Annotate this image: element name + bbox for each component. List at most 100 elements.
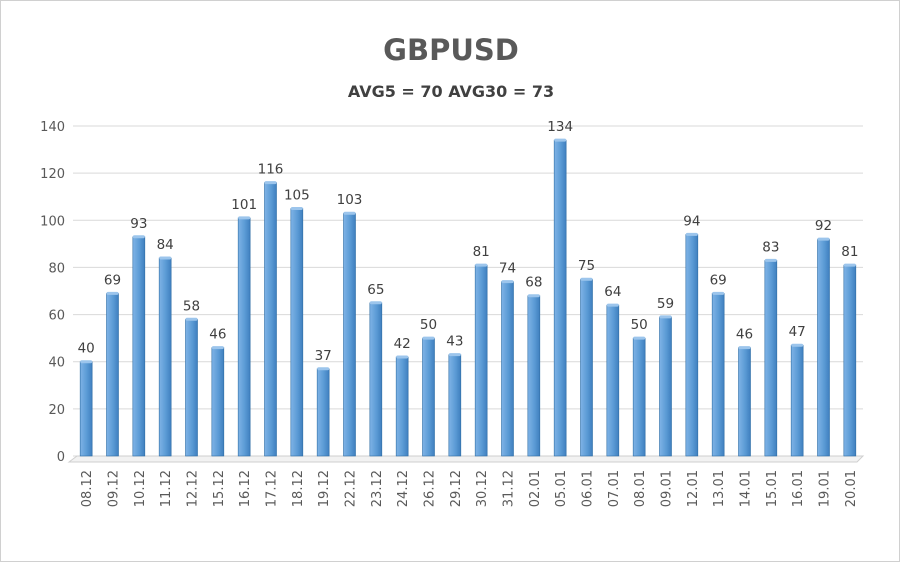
data-label: 103 xyxy=(337,192,363,208)
x-tick-label: 06.01 xyxy=(581,470,596,507)
data-label: 69 xyxy=(104,272,121,288)
bar xyxy=(764,260,778,457)
data-label: 59 xyxy=(657,296,674,312)
x-tick-label: 22.12 xyxy=(344,470,359,507)
bar-top xyxy=(422,336,435,340)
y-tick-label: 140 xyxy=(40,120,65,135)
y-tick-label: 40 xyxy=(48,356,65,371)
x-tick-label: 19.01 xyxy=(818,470,833,507)
x-tick-label: 13.01 xyxy=(712,470,727,507)
y-tick-label: 60 xyxy=(48,309,65,324)
y-tick-label: 100 xyxy=(40,214,65,229)
data-label: 64 xyxy=(604,284,621,300)
bar-top xyxy=(106,291,119,295)
bar xyxy=(448,354,462,457)
bar xyxy=(685,234,699,457)
bar-top xyxy=(211,346,224,350)
bar xyxy=(659,316,672,457)
data-label: 37 xyxy=(315,348,332,364)
bar-top xyxy=(80,360,93,364)
data-label: 83 xyxy=(762,239,779,255)
bar-top xyxy=(238,216,251,220)
data-label: 81 xyxy=(841,244,858,260)
data-label: 46 xyxy=(736,327,753,343)
bar-top xyxy=(554,138,567,142)
bar xyxy=(79,361,93,457)
y-tick-label: 0 xyxy=(57,450,65,465)
x-tick-label: 19.12 xyxy=(317,470,332,507)
bar-top xyxy=(132,235,145,239)
data-label: 58 xyxy=(183,298,200,314)
bar-top xyxy=(501,280,514,284)
bar xyxy=(474,264,488,457)
x-tick-label: 02.01 xyxy=(528,470,543,507)
bar xyxy=(501,281,514,457)
bar-top xyxy=(633,336,646,340)
x-tick-label: 15.01 xyxy=(765,470,780,507)
data-label: 92 xyxy=(815,218,832,234)
x-tick-label: 11.12 xyxy=(159,470,174,507)
x-tick-label: 30.12 xyxy=(475,470,490,507)
x-tick-label: 17.12 xyxy=(265,470,280,507)
x-tick-label: 29.12 xyxy=(449,470,464,507)
bar xyxy=(422,337,435,457)
bar-top xyxy=(685,232,698,236)
bar-top xyxy=(343,211,356,215)
bar-top xyxy=(369,301,382,305)
data-label: 46 xyxy=(209,327,226,343)
bar-top xyxy=(580,277,593,281)
x-tick-label: 05.01 xyxy=(554,470,569,507)
bar-top xyxy=(712,291,725,295)
x-tick-label: 09.12 xyxy=(107,470,122,507)
chart-floor xyxy=(67,455,865,463)
data-label: 75 xyxy=(578,258,595,274)
bar xyxy=(158,257,172,457)
y-tick-label: 120 xyxy=(40,167,65,182)
data-label: 68 xyxy=(525,275,542,291)
bar-top xyxy=(791,343,804,347)
bar xyxy=(817,238,830,457)
x-tick-label: 09.01 xyxy=(660,470,675,507)
data-label: 74 xyxy=(499,261,516,277)
data-label: 81 xyxy=(473,244,490,260)
data-label: 105 xyxy=(284,188,310,204)
bar xyxy=(237,217,251,457)
bar-top xyxy=(738,346,751,350)
y-tick-label: 20 xyxy=(48,403,65,418)
bar xyxy=(106,293,119,457)
bar-top xyxy=(527,294,540,298)
bar-top xyxy=(185,317,198,321)
data-label: 43 xyxy=(446,334,463,350)
bar-top xyxy=(843,263,856,267)
bar xyxy=(527,295,541,457)
bar xyxy=(632,337,646,457)
chart-title: GBPUSD xyxy=(383,33,519,67)
bar-top xyxy=(606,303,619,307)
bar xyxy=(606,304,620,457)
x-tick-label: 12.01 xyxy=(686,470,701,507)
y-tick-label: 80 xyxy=(48,261,65,276)
bar xyxy=(211,347,225,457)
bar-top xyxy=(264,181,277,185)
data-label: 93 xyxy=(130,216,147,232)
bar xyxy=(264,182,277,457)
data-label: 50 xyxy=(631,317,648,333)
x-tick-label: 10.12 xyxy=(133,470,148,507)
x-tick-label: 07.01 xyxy=(607,470,622,507)
bar-top xyxy=(396,355,409,359)
x-tick-label: 16.01 xyxy=(791,470,806,507)
x-tick-label: 31.12 xyxy=(502,470,517,507)
x-tick-label: 18.12 xyxy=(291,470,306,507)
data-label: 116 xyxy=(258,162,284,178)
x-tick-label: 15.12 xyxy=(212,470,227,507)
x-tick-label: 12.12 xyxy=(186,470,201,507)
x-tick-label: 08.12 xyxy=(80,470,95,507)
x-tick-label: 24.12 xyxy=(396,470,411,507)
bar xyxy=(790,344,804,457)
data-label: 65 xyxy=(367,282,384,298)
bar xyxy=(843,264,857,457)
data-label: 47 xyxy=(789,324,806,340)
bar xyxy=(369,302,383,457)
x-tick-label: 08.01 xyxy=(633,470,648,507)
